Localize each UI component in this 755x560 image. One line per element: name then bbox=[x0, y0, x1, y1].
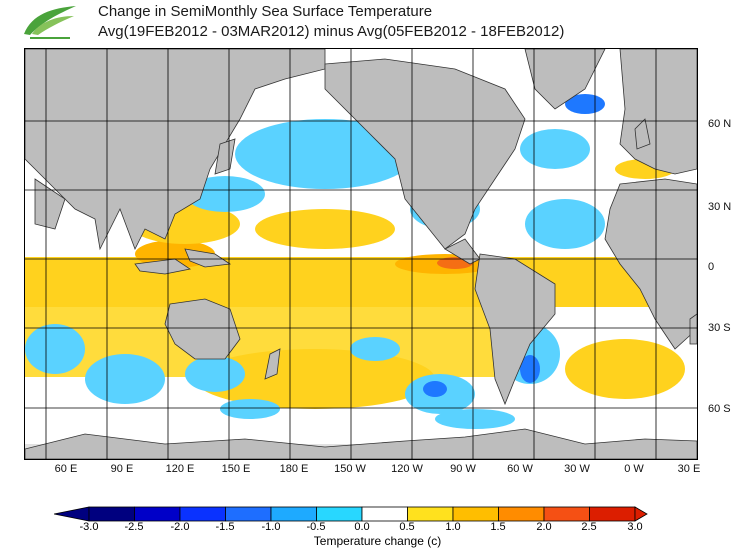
eurasia bbox=[25, 49, 326, 251]
lat-label: 30 S bbox=[708, 322, 731, 334]
colorbar-segment bbox=[361, 506, 408, 522]
colorbar-tick: 1.0 bbox=[445, 521, 461, 533]
colorbar-tick: -3.0 bbox=[79, 521, 99, 533]
antarctica bbox=[25, 428, 697, 459]
north-america bbox=[324, 58, 526, 250]
colorbar-tick: -2.0 bbox=[170, 521, 190, 533]
colorbar-tick: 0.5 bbox=[399, 521, 415, 533]
lon-label: 60 W bbox=[507, 463, 533, 475]
colorbar-tick: -2.5 bbox=[124, 521, 144, 533]
colorbar-tick: 1.5 bbox=[490, 521, 506, 533]
lat-label: 60 N bbox=[708, 118, 732, 130]
colorbar-tick: -0.5 bbox=[306, 521, 326, 533]
colorbar-segment bbox=[589, 506, 636, 522]
colorbar-tick: 3.0 bbox=[627, 521, 643, 533]
lon-label: 120 E bbox=[165, 463, 195, 475]
colorbar-segment bbox=[452, 506, 499, 522]
colorbar-segment bbox=[134, 506, 181, 522]
colorbar-arrow-low bbox=[54, 506, 90, 522]
sst-anomaly-map bbox=[24, 48, 698, 460]
greenland bbox=[524, 49, 606, 110]
lon-label: 90 W bbox=[450, 463, 476, 475]
lon-label: 0 W bbox=[624, 463, 644, 475]
colorbar-segment bbox=[225, 506, 272, 522]
map-title: Change in SemiMonthly Sea Surface Temper… bbox=[98, 3, 433, 20]
lon-label: 90 E bbox=[110, 463, 134, 475]
lon-label: 180 E bbox=[279, 463, 309, 475]
colorbar-tick: 2.0 bbox=[536, 521, 552, 533]
warm-equatorial-band bbox=[25, 257, 697, 307]
agency-logo bbox=[24, 6, 76, 39]
colorbar-segment bbox=[270, 506, 317, 522]
colorbar-segment bbox=[498, 506, 545, 522]
south-america bbox=[474, 253, 556, 406]
land-masses bbox=[25, 49, 697, 459]
lon-label: 150 W bbox=[334, 463, 366, 475]
colorbar-segment bbox=[88, 506, 135, 522]
colorbar-segment bbox=[316, 506, 363, 522]
graticule bbox=[25, 49, 697, 459]
map-subtitle: Avg(19FEB2012 - 03MAR2012) minus Avg(05F… bbox=[98, 23, 565, 40]
lon-label: 30 E bbox=[677, 463, 701, 475]
colorbar-arrow-high bbox=[634, 506, 648, 522]
lon-label: 120 W bbox=[391, 463, 423, 475]
lat-label: 0 bbox=[708, 261, 715, 273]
japan bbox=[214, 138, 236, 175]
colorbar-title: Temperature change (c) bbox=[313, 534, 442, 548]
colorbar-tick: 2.5 bbox=[581, 521, 597, 533]
africa bbox=[604, 178, 697, 350]
lat-label: 30 N bbox=[708, 201, 732, 213]
colorbar-tick: -1.5 bbox=[215, 521, 235, 533]
colorbar-segment bbox=[407, 506, 454, 522]
colorbar-tick: 0.0 bbox=[354, 521, 370, 533]
lon-label: 30 W bbox=[564, 463, 590, 475]
lon-label: 150 E bbox=[221, 463, 251, 475]
colorbar-tick: -1.0 bbox=[261, 521, 281, 533]
colorbar bbox=[54, 506, 648, 522]
colorbar-segment bbox=[543, 506, 590, 522]
colorbar-segment bbox=[179, 506, 226, 522]
lon-label: 60 E bbox=[54, 463, 78, 475]
lat-label: 60 S bbox=[708, 403, 731, 415]
cool-north-pacific bbox=[235, 119, 415, 189]
